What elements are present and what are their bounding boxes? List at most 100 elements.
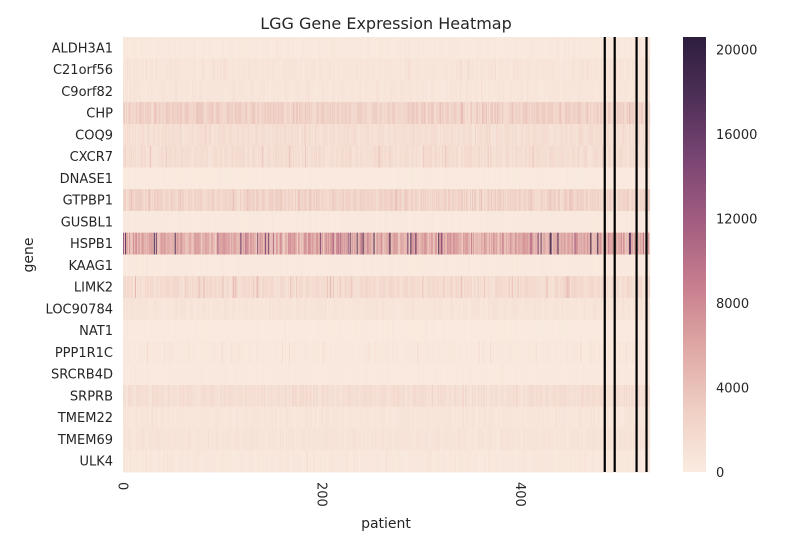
- heatmap-cell: [557, 80, 559, 103]
- heatmap-cell: [304, 124, 307, 147]
- heatmap-cell: [295, 80, 297, 103]
- heatmap-cell: [503, 37, 505, 60]
- heatmap-cell: [579, 145, 581, 168]
- heatmap-cell: [417, 102, 419, 125]
- heatmap-cell: [137, 80, 140, 103]
- heatmap-cell: [123, 232, 126, 255]
- heatmap-cell: [296, 189, 298, 212]
- heatmap-cell: [349, 37, 351, 60]
- heatmap-cell: [476, 102, 479, 125]
- heatmap-cell: [276, 232, 278, 255]
- heatmap-cell: [331, 37, 333, 60]
- heatmap-cell: [541, 58, 543, 81]
- heatmap-cell: [141, 145, 144, 168]
- heatmap-row-cxcr7: [123, 145, 651, 168]
- heatmap-cell: [350, 124, 352, 147]
- heatmap-cell: [322, 124, 324, 147]
- heatmap-cell: [595, 102, 597, 125]
- heatmap-cell: [624, 80, 626, 103]
- heatmap-cell: [206, 145, 208, 168]
- heatmap-cell: [457, 58, 459, 81]
- heatmap-cell: [643, 145, 645, 168]
- heatmap-cell: [257, 145, 259, 168]
- heatmap-cell: [228, 58, 230, 81]
- heatmap-cell: [386, 124, 388, 147]
- heatmap-cell: [384, 167, 386, 190]
- heatmap-cell: [162, 37, 164, 60]
- heatmap-cell: [426, 80, 428, 103]
- heatmap-cell: [329, 102, 331, 125]
- heatmap-cell: [153, 167, 155, 190]
- heatmap-cell: [507, 211, 509, 234]
- heatmap-cell: [427, 124, 429, 147]
- heatmap-cell: [618, 58, 620, 81]
- heatmap-cell: [370, 80, 372, 103]
- heatmap-cell: [306, 232, 309, 255]
- heatmap-cell: [484, 124, 487, 147]
- heatmap-cell: [478, 124, 481, 147]
- heatmap-cell: [225, 211, 227, 234]
- heatmap-cell: [574, 145, 576, 168]
- heatmap-cell: [309, 211, 312, 234]
- heatmap-cell: [523, 124, 525, 147]
- heatmap-cell: [589, 124, 591, 147]
- heatmap-cell: [152, 232, 154, 255]
- heatmap-cell: [405, 145, 407, 168]
- heatmap-cell: [286, 232, 288, 255]
- heatmap-cell: [402, 37, 404, 60]
- heatmap-cell: [608, 145, 610, 168]
- heatmap-cell: [254, 189, 256, 212]
- heatmap-cell: [290, 102, 292, 125]
- heatmap-cell: [403, 189, 405, 212]
- heatmap-cell: [214, 167, 216, 190]
- heatmap-cell: [568, 167, 570, 190]
- heatmap-cell: [152, 58, 154, 81]
- heatmap-cell: [453, 189, 455, 212]
- heatmap-cell: [649, 189, 651, 212]
- heatmap-cell: [581, 167, 583, 190]
- heatmap-cell: [341, 124, 343, 147]
- heatmap-cell: [595, 167, 597, 190]
- heatmap-cell: [179, 145, 181, 168]
- heatmap-cell: [395, 102, 397, 125]
- heatmap-cell: [210, 124, 212, 147]
- heatmap-cell: [211, 58, 213, 81]
- heatmap-cell: [422, 58, 424, 81]
- heatmap-cell: [245, 232, 247, 255]
- heatmap-cell: [304, 232, 307, 255]
- heatmap-cell: [457, 167, 459, 190]
- heatmap-cell: [246, 37, 248, 60]
- heatmap-cell: [228, 167, 230, 190]
- heatmap-cell: [499, 80, 501, 103]
- heatmap-cell: [379, 211, 381, 234]
- heatmap-cell: [394, 211, 396, 234]
- heatmap-cell: [132, 211, 135, 234]
- heatmap-cell: [342, 37, 344, 60]
- heatmap-cell: [387, 189, 389, 212]
- heatmap-cell: [443, 145, 445, 168]
- heatmap-cell: [257, 37, 259, 60]
- heatmap-cell: [205, 102, 207, 125]
- heatmap-cell: [555, 58, 557, 81]
- heatmap-cell: [311, 145, 314, 168]
- heatmap-cell: [350, 80, 352, 103]
- heatmap-cell: [373, 58, 375, 81]
- heatmap-cell: [223, 102, 225, 125]
- heatmap-cell: [440, 80, 442, 103]
- heatmap-cell: [449, 102, 451, 125]
- heatmap-cell: [609, 167, 611, 190]
- heatmap-cell: [405, 102, 407, 125]
- heatmap-cell: [266, 145, 268, 168]
- heatmap-cell: [124, 58, 127, 81]
- heatmap-cell: [352, 124, 354, 147]
- heatmap-cell: [156, 232, 158, 255]
- heatmap-cell: [543, 37, 545, 60]
- heatmap-cell: [422, 167, 424, 190]
- heatmap-cell: [453, 58, 455, 81]
- heatmap-cell: [286, 167, 288, 190]
- heatmap-cell: [353, 124, 355, 147]
- heatmap-cell: [371, 58, 373, 81]
- heatmap-cell: [564, 211, 566, 234]
- heatmap-cell: [155, 167, 157, 190]
- heatmap-cell: [313, 124, 316, 147]
